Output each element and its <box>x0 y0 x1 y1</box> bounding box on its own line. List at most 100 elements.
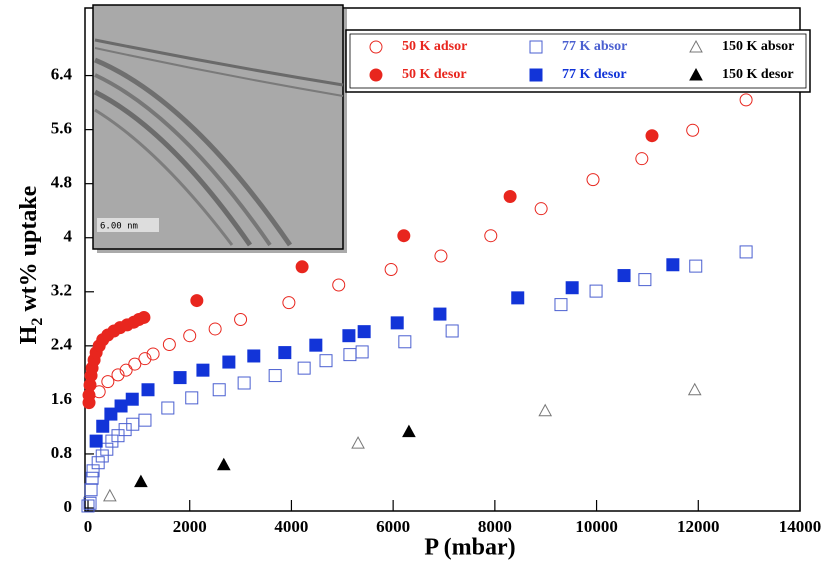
data-point <box>295 260 309 274</box>
data-point <box>212 383 226 397</box>
y-tick-label: 0.8 <box>51 443 72 462</box>
data-point <box>538 403 553 417</box>
data-point <box>114 399 128 413</box>
data-point <box>645 129 659 143</box>
y-axis-label: H2 wt% uptake <box>16 185 46 344</box>
data-point <box>125 392 139 406</box>
data-point <box>208 322 222 336</box>
data-point <box>534 202 548 216</box>
data-point <box>185 391 199 405</box>
data-point <box>402 424 416 438</box>
data-point <box>141 383 155 397</box>
y-tick-label: 6.4 <box>51 64 73 83</box>
legend-label: 77 K desor <box>562 67 627 82</box>
data-point <box>128 357 142 371</box>
y-tick-label: 3.2 <box>51 281 72 300</box>
data-point <box>398 335 412 349</box>
legend-box <box>345 29 811 93</box>
y-axis-label-subscript: 2 <box>29 318 46 326</box>
data-point <box>216 457 231 471</box>
data-point <box>96 419 110 433</box>
plot-area <box>84 7 801 512</box>
data-point <box>589 284 603 298</box>
data-point <box>369 40 383 54</box>
data-point <box>297 361 311 375</box>
x-tick-label: 14000 <box>779 517 822 536</box>
data-point <box>565 281 579 295</box>
legend-label: 50 K adsor <box>402 39 467 54</box>
data-point <box>103 488 117 502</box>
data-point <box>161 401 175 415</box>
inset-scale-label: 6.00 nm <box>100 222 138 232</box>
y-tick-label: 5.6 <box>51 119 72 138</box>
series <box>89 258 680 448</box>
data-point <box>554 298 568 312</box>
data-point <box>146 347 160 361</box>
data-point <box>247 349 261 363</box>
data-point <box>118 423 132 437</box>
data-point <box>83 496 97 510</box>
data-point <box>390 316 404 330</box>
data-point <box>397 229 411 243</box>
data-point <box>162 337 176 351</box>
series <box>92 93 753 399</box>
y-axis-label-rest: wt% uptake <box>16 185 42 317</box>
data-point <box>739 245 753 259</box>
data-point <box>278 346 292 360</box>
inset-image: 6.00 nm <box>92 4 347 253</box>
series <box>103 382 702 502</box>
data-point <box>369 68 383 82</box>
data-point <box>126 417 140 431</box>
data-point <box>100 442 114 456</box>
data-point <box>666 258 680 272</box>
y-tick-label: 1.6 <box>51 389 72 408</box>
data-point <box>357 325 371 339</box>
y-tick-label: 0 <box>64 497 73 516</box>
data-point <box>689 67 703 81</box>
series <box>134 424 416 488</box>
data-point <box>586 173 600 187</box>
series <box>81 245 753 513</box>
y-tick-label: 4.8 <box>51 173 72 192</box>
data-point <box>91 456 105 470</box>
data-point <box>282 296 296 310</box>
data-point <box>81 499 95 513</box>
data-point <box>689 39 703 53</box>
data-point <box>138 352 152 366</box>
data-point <box>689 259 703 273</box>
legend-label: 50 K desor <box>402 67 467 82</box>
data-point <box>84 483 98 497</box>
data-point <box>134 474 148 488</box>
data-point <box>237 376 251 390</box>
legend: 50 K adsor 50 K desor 77 K absor 77 K desor… <box>345 29 811 93</box>
y-axis-label-main: H <box>16 325 42 344</box>
y-tick-label: 2.4 <box>51 335 73 354</box>
data-point <box>686 123 700 137</box>
data-point <box>529 68 543 82</box>
x-tick-label: 2000 <box>173 517 207 536</box>
series <box>82 129 659 410</box>
data-point <box>268 369 282 383</box>
data-point <box>138 413 152 427</box>
data-point <box>687 382 702 396</box>
data-point <box>355 345 369 359</box>
data-point <box>101 375 115 389</box>
data-point <box>95 449 109 463</box>
data-point <box>638 273 652 287</box>
legend-inner <box>349 33 807 89</box>
data-point <box>617 269 631 283</box>
data-point <box>433 307 447 321</box>
data-point <box>119 363 133 377</box>
x-tick-label: 6000 <box>376 517 410 536</box>
data-point <box>342 329 356 343</box>
data-point <box>635 152 649 166</box>
x-tick-label: 8000 <box>478 517 512 536</box>
data-point <box>86 464 100 478</box>
plot-frame <box>84 7 801 512</box>
data-point <box>222 355 236 369</box>
legend-label: 150 K absor <box>722 39 794 54</box>
data-point <box>111 368 125 382</box>
data-point <box>190 294 204 308</box>
data-point <box>529 40 543 54</box>
legend-label: 150 K desor <box>722 67 794 82</box>
